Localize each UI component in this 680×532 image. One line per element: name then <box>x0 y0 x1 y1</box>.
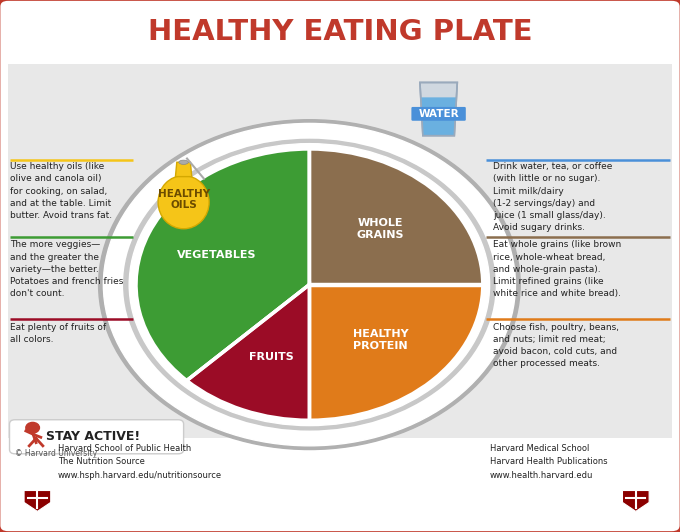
Ellipse shape <box>179 160 188 164</box>
FancyBboxPatch shape <box>8 438 672 481</box>
Circle shape <box>129 144 490 426</box>
Text: © Harvard University: © Harvard University <box>15 449 97 458</box>
Ellipse shape <box>158 176 209 229</box>
Text: Harvard School of Public Health
The Nutrition Source
www.hsph.harvard.edu/nutrit: Harvard School of Public Health The Nutr… <box>58 444 222 480</box>
FancyBboxPatch shape <box>411 107 466 121</box>
Text: The more veggies—
and the greater the
variety—the better.
Potatoes and french fr: The more veggies— and the greater the va… <box>10 240 124 298</box>
Text: Harvard Medical School
Harvard Health Publications
www.health.harvard.edu: Harvard Medical School Harvard Health Pu… <box>490 444 607 480</box>
Polygon shape <box>421 97 456 136</box>
FancyBboxPatch shape <box>10 420 184 454</box>
Circle shape <box>103 123 515 446</box>
Circle shape <box>124 139 495 430</box>
Circle shape <box>26 422 39 433</box>
Text: WHOLE
GRAINS: WHOLE GRAINS <box>357 218 405 240</box>
Wedge shape <box>309 285 483 420</box>
Wedge shape <box>136 149 309 380</box>
Text: HEALTHY
OILS: HEALTHY OILS <box>158 189 209 210</box>
Text: HEALTHY EATING PLATE: HEALTHY EATING PLATE <box>148 18 532 46</box>
Wedge shape <box>187 285 309 420</box>
Text: WATER: WATER <box>418 109 459 119</box>
Text: Eat plenty of fruits of
all colors.: Eat plenty of fruits of all colors. <box>10 323 106 344</box>
FancyBboxPatch shape <box>8 64 672 481</box>
Polygon shape <box>24 491 51 511</box>
Text: STAY ACTIVE!: STAY ACTIVE! <box>46 430 140 443</box>
Text: HEALTHY
PROTEIN: HEALTHY PROTEIN <box>353 329 408 352</box>
Text: Choose fish, poultry, beans,
and nuts; limit red meat;
avoid bacon, cold cuts, a: Choose fish, poultry, beans, and nuts; l… <box>493 323 619 368</box>
Polygon shape <box>622 491 649 511</box>
Polygon shape <box>420 82 457 136</box>
Text: FRUITS: FRUITS <box>248 352 293 362</box>
Wedge shape <box>309 149 483 285</box>
Text: Drink water, tea, or coffee
(with little or no sugar).
Limit milk/dairy
(1-2 ser: Drink water, tea, or coffee (with little… <box>493 162 613 232</box>
Text: Use healthy oils (like
olive and canola oil)
for cooking, on salad,
and at the t: Use healthy oils (like olive and canola … <box>10 162 112 220</box>
Polygon shape <box>175 162 192 177</box>
Text: Eat whole grains (like brown
rice, whole-wheat bread,
and whole-grain pasta).
Li: Eat whole grains (like brown rice, whole… <box>493 240 622 298</box>
Text: VEGETABLES: VEGETABLES <box>177 250 256 260</box>
Circle shape <box>99 120 520 450</box>
